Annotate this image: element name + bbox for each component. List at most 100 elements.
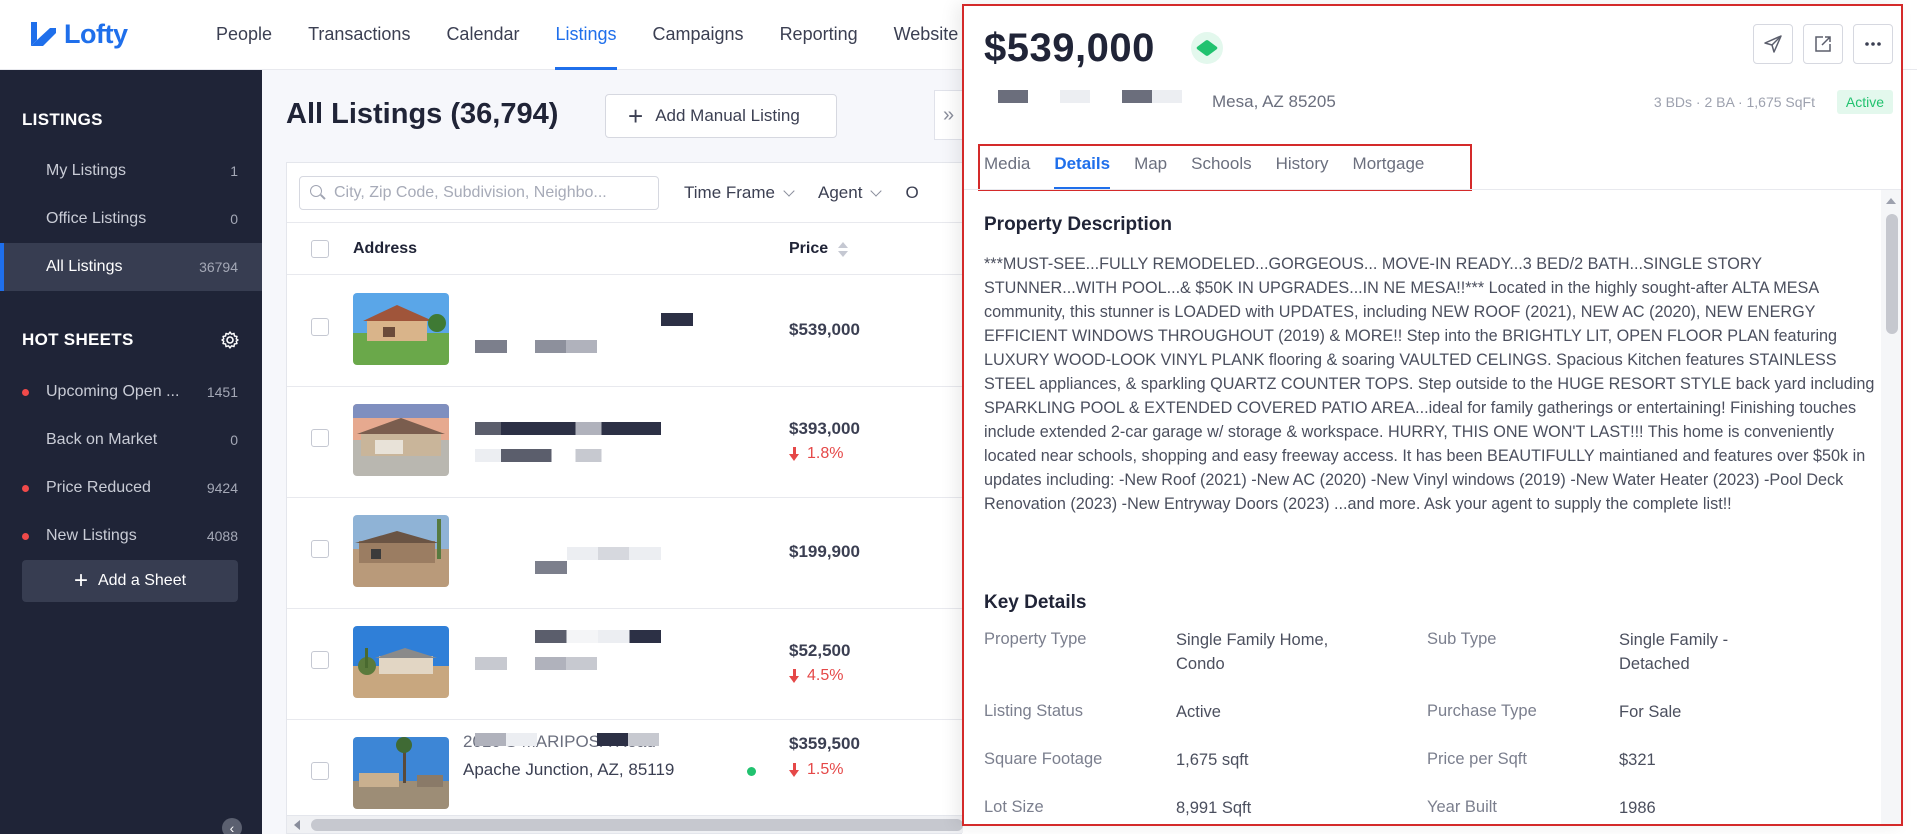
- sidebar-item-back-on-market[interactable]: Back on Market 0: [0, 416, 262, 464]
- key-detail-value: Single Family Home, Condo: [1176, 631, 1329, 673]
- logo[interactable]: Lofty: [28, 19, 198, 50]
- listing-detail-panel: $539,000 Mesa, AZ 85205 3 BDs · 2 BA · 1…: [962, 4, 1903, 826]
- send-button[interactable]: [1753, 24, 1793, 64]
- key-detail-label: Year Built: [1427, 798, 1498, 816]
- row-checkbox[interactable]: [311, 540, 329, 558]
- table-row[interactable]: $52,500 4.5%: [287, 609, 963, 720]
- sidebar-item-office-listings[interactable]: Office Listings 0: [0, 195, 262, 243]
- status-dot: [22, 389, 29, 396]
- key-detail-label: Sub Type: [1427, 630, 1497, 648]
- horizontal-scrollbar[interactable]: [287, 815, 963, 833]
- table-row[interactable]: $199,900: [287, 498, 963, 609]
- nav-transactions[interactable]: Transactions: [308, 24, 411, 44]
- nav-reporting[interactable]: Reporting: [779, 24, 858, 44]
- status-badge: Active: [1836, 90, 1893, 114]
- detail-actions: [1753, 24, 1893, 64]
- row-checkbox[interactable]: [311, 762, 329, 780]
- key-detail-label: Property Type: [984, 630, 1087, 648]
- nav-calendar[interactable]: Calendar: [446, 24, 520, 44]
- select-all-checkbox[interactable]: [311, 240, 329, 258]
- column-header-price-label: Price: [789, 240, 829, 257]
- sidebar-item-count: 9424: [206, 480, 238, 496]
- online-dot: [747, 767, 756, 776]
- key-detail-value: 1986: [1619, 799, 1656, 817]
- key-detail-label: Square Footage: [984, 750, 1103, 768]
- sidebar-item-all-listings[interactable]: All Listings 36794: [0, 243, 262, 291]
- nav-listings[interactable]: Listings: [537, 0, 634, 70]
- other-filter[interactable]: O: [905, 183, 918, 203]
- price-change: 4.5%: [789, 667, 843, 685]
- nav-website[interactable]: Website: [893, 24, 959, 44]
- nav-campaigns[interactable]: Campaigns: [652, 24, 744, 44]
- gear-icon[interactable]: [220, 330, 240, 350]
- scroll-up-icon[interactable]: [1886, 198, 1896, 204]
- status-dot: [22, 485, 29, 492]
- table-row[interactable]: 2010 S MARIPOSA Road Apache Junction, AZ…: [287, 720, 963, 831]
- more-button[interactable]: [1853, 24, 1893, 64]
- sort-icon[interactable]: [838, 241, 849, 257]
- collapse-sidebar-icon[interactable]: ‹: [222, 818, 242, 834]
- redacted-text: [475, 657, 507, 670]
- arrow-down-icon: [789, 447, 801, 461]
- tab-map[interactable]: Map: [1134, 154, 1168, 173]
- sidebar-item-price-reduced[interactable]: Price Reduced 9424: [0, 464, 262, 512]
- scrollbar-thumb[interactable]: [1886, 214, 1898, 334]
- listings-heading: LISTINGS: [0, 110, 262, 130]
- table-row[interactable]: $539,000: [287, 276, 963, 387]
- column-header-price[interactable]: Price: [789, 240, 849, 258]
- double-chevron-right-icon[interactable]: »: [934, 90, 962, 140]
- sidebar-item-label: Back on Market: [46, 431, 158, 448]
- table-header: Address Price: [287, 223, 962, 275]
- property-photo[interactable]: [353, 404, 449, 476]
- search-box[interactable]: [299, 175, 659, 210]
- price-change: 1.5%: [789, 761, 843, 779]
- row-price: $52,500: [789, 641, 851, 660]
- add-manual-listing-button[interactable]: + Add Manual Listing: [605, 94, 837, 138]
- row-checkbox[interactable]: [311, 651, 329, 669]
- row-checkbox[interactable]: [311, 429, 329, 447]
- row-price: $393,000: [789, 419, 860, 438]
- property-photo[interactable]: [353, 626, 449, 698]
- listings-main: All Listings (36,794) + Add Manual Listi…: [262, 70, 963, 834]
- redacted-text: [475, 340, 507, 353]
- column-header-address[interactable]: Address: [353, 240, 418, 257]
- vertical-scrollbar[interactable]: [1881, 190, 1901, 824]
- search-input[interactable]: [334, 183, 648, 202]
- scrollbar-thumb[interactable]: [311, 819, 963, 831]
- time-frame-filter[interactable]: Time Frame: [684, 183, 795, 203]
- price-change-value: 1.5%: [807, 761, 844, 778]
- sidebar-item-upcoming-open[interactable]: Upcoming Open ... 1451: [0, 368, 262, 416]
- tab-media[interactable]: Media: [984, 154, 1031, 173]
- sidebar-item-new-listings[interactable]: New Listings 4088: [0, 512, 262, 560]
- key-detail-value: Single Family - Detached: [1619, 631, 1729, 673]
- redacted-text: [1122, 90, 1182, 103]
- tab-schools[interactable]: Schools: [1191, 154, 1252, 173]
- row-checkbox[interactable]: [311, 318, 329, 336]
- property-photo[interactable]: [353, 515, 449, 587]
- divider: [964, 189, 1901, 190]
- nav-people[interactable]: People: [216, 24, 273, 44]
- sidebar-item-my-listings[interactable]: My Listings 1: [0, 147, 262, 195]
- property-photo[interactable]: [353, 293, 449, 365]
- sidebar-item-label: My Listings: [46, 162, 127, 179]
- listing-meta: 3 BDs · 2 BA · 1,675 SqFt: [1653, 94, 1815, 110]
- add-sheet-button[interactable]: + Add a Sheet: [22, 560, 238, 602]
- table-row[interactable]: $393,000 1.8%: [287, 387, 963, 498]
- tab-mortgage[interactable]: Mortgage: [1352, 154, 1425, 173]
- sidebar-item-count: 36794: [199, 259, 238, 275]
- tab-details[interactable]: Details: [1054, 144, 1110, 190]
- tab-history[interactable]: History: [1275, 154, 1329, 173]
- sidebar-item-label: Office Listings: [46, 210, 147, 227]
- scroll-left-icon[interactable]: [294, 820, 300, 830]
- share-button[interactable]: [1803, 24, 1843, 64]
- agent-filter[interactable]: Agent: [818, 183, 883, 203]
- property-photo[interactable]: [353, 737, 449, 809]
- redacted-text: [597, 733, 659, 746]
- tabs-highlight: [978, 144, 1472, 191]
- detail-tabs: Media Details Map Schools History Mortga…: [984, 144, 1448, 190]
- redacted-text: [475, 733, 537, 746]
- price-change-value: 4.5%: [807, 667, 844, 684]
- listings-heading-label: LISTINGS: [22, 110, 103, 129]
- price-change-value: 1.8%: [807, 445, 844, 462]
- sidebar-item-label: Price Reduced: [46, 479, 151, 496]
